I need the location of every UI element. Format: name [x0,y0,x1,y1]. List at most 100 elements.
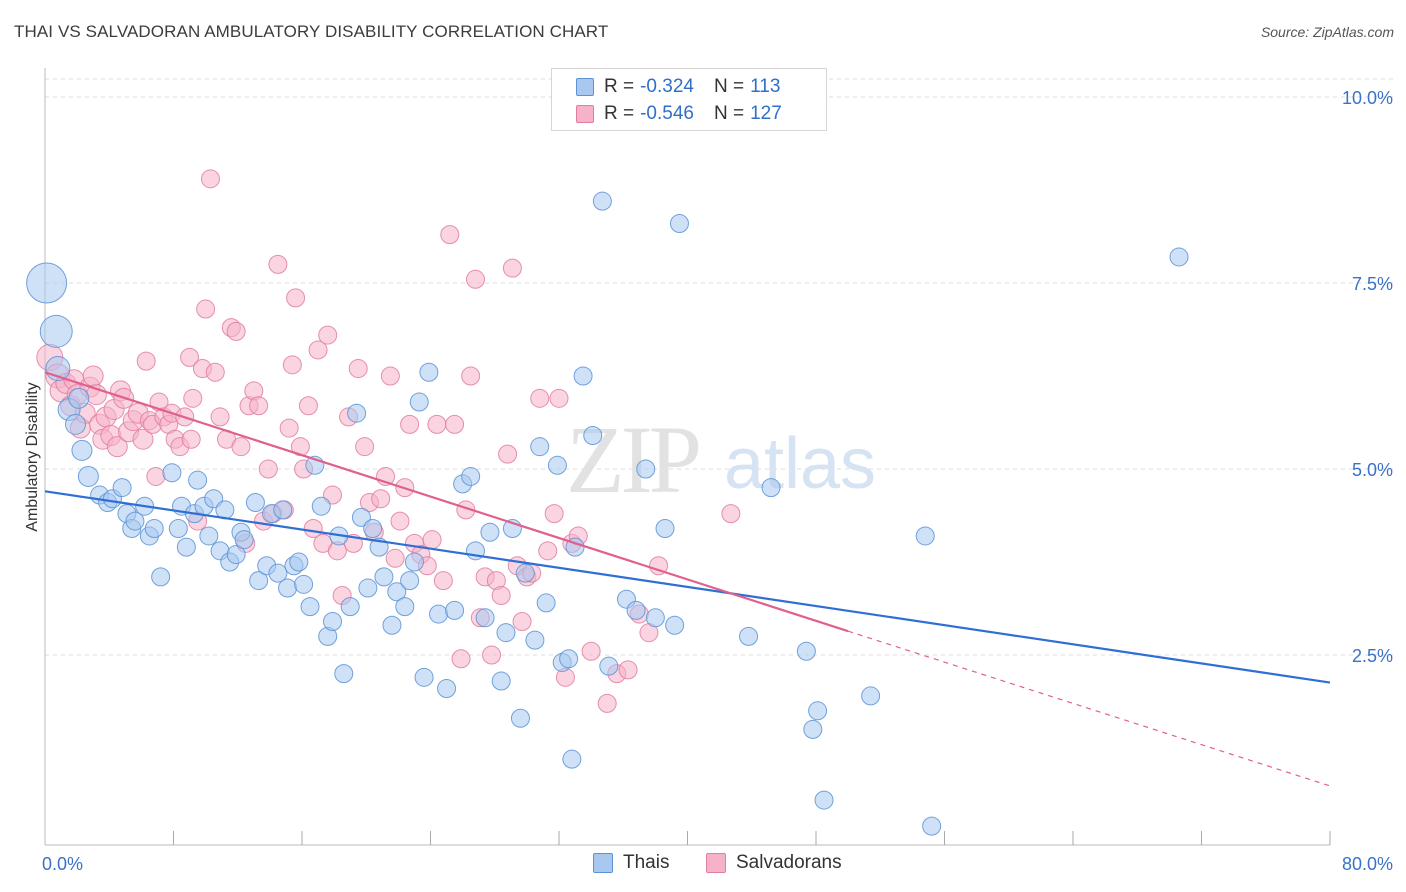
legend-thai-r-label: R = [604,76,635,97]
bottom-legend-thai: Thais [593,852,669,874]
salvadoran-trend-line [44,371,849,633]
trend-lines [44,371,1331,787]
thai-point [249,571,269,591]
thai-point [480,522,500,542]
y-tick-label: 10.0% [1342,88,1393,108]
thai-point [915,526,935,546]
salvadoran-point [303,519,323,539]
thai-point [803,719,823,739]
salvadoran-point [440,225,460,245]
thai-point [363,519,383,539]
thai-point [77,465,99,487]
thai-point [414,667,434,687]
thai-point [599,656,619,676]
thai-point [437,678,457,698]
salvadoran-point [400,414,420,434]
salvadoran-point [502,258,522,278]
legend-row-salvadoran: R = -0.546 N = 127 [576,102,782,126]
thai-point [300,597,320,617]
salvadoran-point [146,466,166,486]
thai-point [796,641,816,661]
thai-point [626,600,646,620]
legend-swatch-salvadoran [576,105,594,123]
salvadoran-point [210,407,230,427]
y-tick-label: 5.0% [1352,460,1393,480]
source-label: Source: ZipAtlas.com [1260,24,1394,40]
salvadoran-point [538,541,558,561]
y-tick-label: 7.5% [1352,274,1393,294]
thai-point [761,478,781,498]
salvadoran-point [427,414,447,434]
thai-point [530,437,550,457]
salvadoran-point [371,489,391,509]
thai-point [665,615,685,635]
x-tick-label: 80.0% [1342,854,1393,874]
legend-thai-n-label: N = [713,76,745,97]
thai-point [68,387,90,409]
thai-point [496,623,516,643]
thai-point [226,545,246,565]
salvadoran-point [721,504,741,524]
thai-point [273,500,293,520]
thai-point [429,604,449,624]
watermark-zip: ZIP [566,406,699,513]
thai-point [525,630,545,650]
thai-point [188,470,208,490]
salvadoran-point [82,365,104,387]
salvadoran-point [282,355,302,375]
thai-point [289,552,309,572]
thai-point [491,671,511,691]
thai-point [358,578,378,598]
salvadoran-point [380,366,400,386]
thai-point [176,537,196,557]
thai-point [151,567,171,587]
thai-point [547,455,567,475]
thai-point [562,749,582,769]
salvadoran-point [200,169,220,189]
thai-point [334,664,354,684]
y-tick-label: 2.5% [1352,646,1393,666]
bottom-legend-salv-label: Salvadorans [736,852,842,873]
thai-point [404,552,424,572]
thai-point [808,701,828,721]
thai-point [294,574,314,594]
bottom-legend-salvadoran: Salvadorans [706,852,842,874]
salvadoran-point [433,571,453,591]
salvadoran-point [498,444,518,464]
thai-point [636,459,656,479]
salvadoran-point [268,254,288,274]
salvadoran-point [279,418,299,438]
thai-point [71,439,93,461]
bottom-legend-salv-swatch [706,853,726,873]
salvadoran-point [196,299,216,319]
thai-point [1169,247,1189,267]
thai-point [583,426,603,446]
legend-swatch-thai [576,78,594,96]
thai-point [268,563,288,583]
salvadoran-point [618,660,638,680]
thai-point [861,686,881,706]
thai-point [409,392,429,412]
salvadoran-point [231,437,251,457]
thai-point [26,262,68,304]
grid-lines [45,78,1395,656]
salvadoran-trend-extension [847,630,1331,787]
watermark: ZIP atlas [566,406,876,513]
salvadoran-point [512,612,532,632]
thai-point [245,492,265,512]
thai-point [395,597,415,617]
bottom-legend-thai-label: Thais [623,852,670,873]
salvadoran-point [385,548,405,568]
chart-title: THAI VS SALVADORAN AMBULATORY DISABILITY… [14,22,609,41]
thai-point [278,578,298,598]
salvadoran-point [348,359,368,379]
salvadoran-point [549,388,569,408]
salvadoran-point [649,556,669,576]
thai-point [814,790,834,810]
salvadoran-point [132,428,154,450]
thai-point [461,466,481,486]
thai-point [419,362,439,382]
thai-point [323,612,343,632]
salvadoran-point [581,641,601,661]
